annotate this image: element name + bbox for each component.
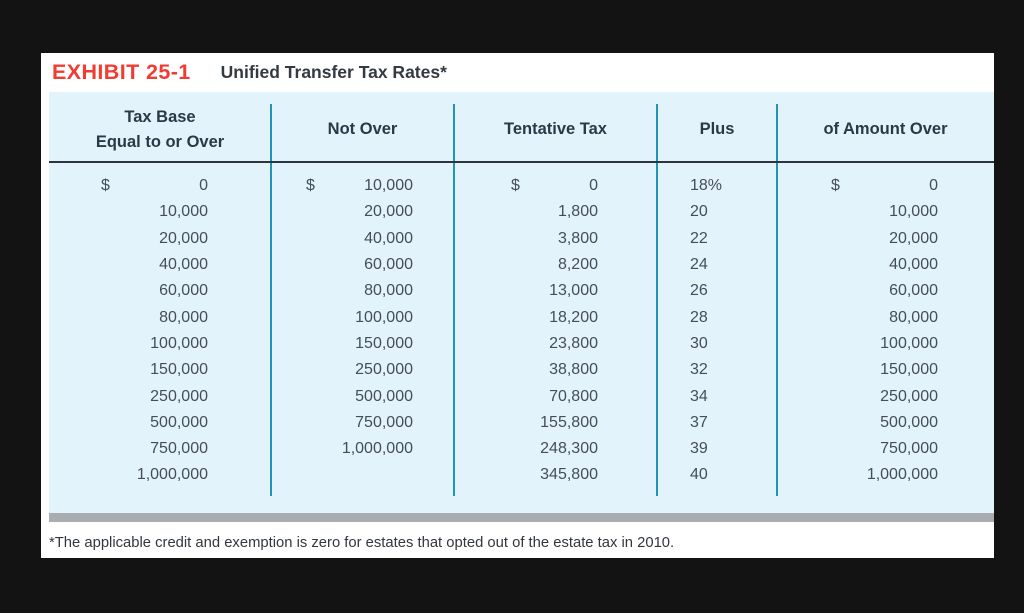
- exhibit-header: EXHIBIT 25-1 Unified Transfer Tax Rates*: [41, 53, 994, 92]
- table-cell: 40,000: [159, 256, 208, 274]
- table-cell: 155,800: [540, 413, 598, 431]
- table-cell: 100,000: [880, 334, 938, 352]
- table-cell: 20: [690, 203, 708, 221]
- table-cell: [271, 462, 454, 488]
- table-cell: 250,000: [150, 387, 208, 405]
- table-cell: 150,000: [355, 334, 413, 352]
- table-cell: 500,000: [880, 413, 938, 431]
- column-divider: [270, 104, 272, 496]
- table-cell: 3,800: [557, 229, 598, 247]
- table-cell: 32: [690, 361, 708, 379]
- table-cell: 500,000: [150, 413, 208, 431]
- column-header-not-over: Not Over: [327, 120, 398, 139]
- table-cell: $0: [511, 177, 598, 195]
- table-cell: 26: [690, 282, 708, 300]
- table-cell: 40,000: [364, 229, 413, 247]
- table-cell: 38,800: [549, 361, 598, 379]
- column-header-plus: Plus: [699, 120, 735, 139]
- table-cell: 248,300: [540, 440, 598, 458]
- table-cell: 10,000: [889, 203, 938, 221]
- table-cell: 150,000: [150, 361, 208, 379]
- table-cell: 150,000: [880, 361, 938, 379]
- table-cell: 80,000: [159, 308, 208, 326]
- table-body: $0 $10,000 $0 18% $0 10,000 20,000 1,800 20 10,00…: [49, 163, 994, 489]
- table-cell: 20,000: [364, 203, 413, 221]
- table-cell: 28: [690, 308, 708, 326]
- table-cell: 70,800: [549, 387, 598, 405]
- column-divider: [776, 104, 778, 496]
- table-cell: 20,000: [159, 229, 208, 247]
- table-cell: 8,200: [557, 256, 598, 274]
- table-cell: 60,000: [364, 256, 413, 274]
- table-cell: $10,000: [306, 177, 413, 195]
- column-divider: [453, 104, 455, 496]
- tax-rate-table: Tax Base Equal to or Over Not Over Tenta…: [49, 92, 994, 513]
- table-cell: 60,000: [159, 282, 208, 300]
- table-cell: 22: [690, 229, 708, 247]
- table-cell: 750,000: [880, 440, 938, 458]
- footnote: *The applicable credit and exemption is …: [49, 535, 675, 551]
- table-cell: 345,800: [540, 466, 598, 484]
- table-cell: 23,800: [549, 334, 598, 352]
- table-cell: 40: [690, 466, 708, 484]
- table-cell: 500,000: [355, 387, 413, 405]
- table-cell: 750,000: [355, 413, 413, 431]
- table-header-row: Tax Base Equal to or Over Not Over Tenta…: [49, 92, 994, 161]
- exhibit-panel: EXHIBIT 25-1 Unified Transfer Tax Rates*…: [41, 53, 994, 558]
- column-header-tax-base: Tax Base Equal to or Over: [95, 107, 225, 151]
- table-cell: 1,000,000: [341, 440, 413, 458]
- exhibit-title: Unified Transfer Tax Rates*: [220, 62, 447, 82]
- table-cell: 30: [690, 334, 708, 352]
- table-cell: 100,000: [150, 334, 208, 352]
- table-cell: $0: [101, 177, 208, 195]
- column-header-of-amount-over: of Amount Over: [823, 120, 948, 139]
- table-cell: 80,000: [364, 282, 413, 300]
- table-cell: 18,200: [549, 308, 598, 326]
- table-cell: 34: [690, 387, 708, 405]
- table-cell: 20,000: [889, 229, 938, 247]
- table-cell: 750,000: [150, 440, 208, 458]
- table-cell: 250,000: [355, 361, 413, 379]
- table-cell: 40,000: [889, 256, 938, 274]
- table-cell: 80,000: [889, 308, 938, 326]
- table-cell: 1,000,000: [866, 466, 938, 484]
- table-cell: 60,000: [889, 282, 938, 300]
- bottom-bar: [49, 513, 994, 522]
- table-cell: 24: [690, 256, 708, 274]
- table-cell: 10,000: [159, 203, 208, 221]
- table-cell: 1,000,000: [136, 466, 208, 484]
- exhibit-label: EXHIBIT 25-1: [52, 60, 191, 84]
- table-cell: 100,000: [355, 308, 413, 326]
- table-cell: 13,000: [549, 282, 598, 300]
- column-divider: [656, 104, 658, 496]
- table-cell: 1,800: [557, 203, 598, 221]
- table-cell: 250,000: [880, 387, 938, 405]
- table-cell: 39: [690, 440, 708, 458]
- table-cell: 37: [690, 413, 708, 431]
- table-cell: $0: [831, 177, 938, 195]
- table-cell: 18%: [690, 177, 723, 195]
- header-rule: [49, 161, 994, 163]
- column-header-tentative-tax: Tentative Tax: [503, 120, 607, 139]
